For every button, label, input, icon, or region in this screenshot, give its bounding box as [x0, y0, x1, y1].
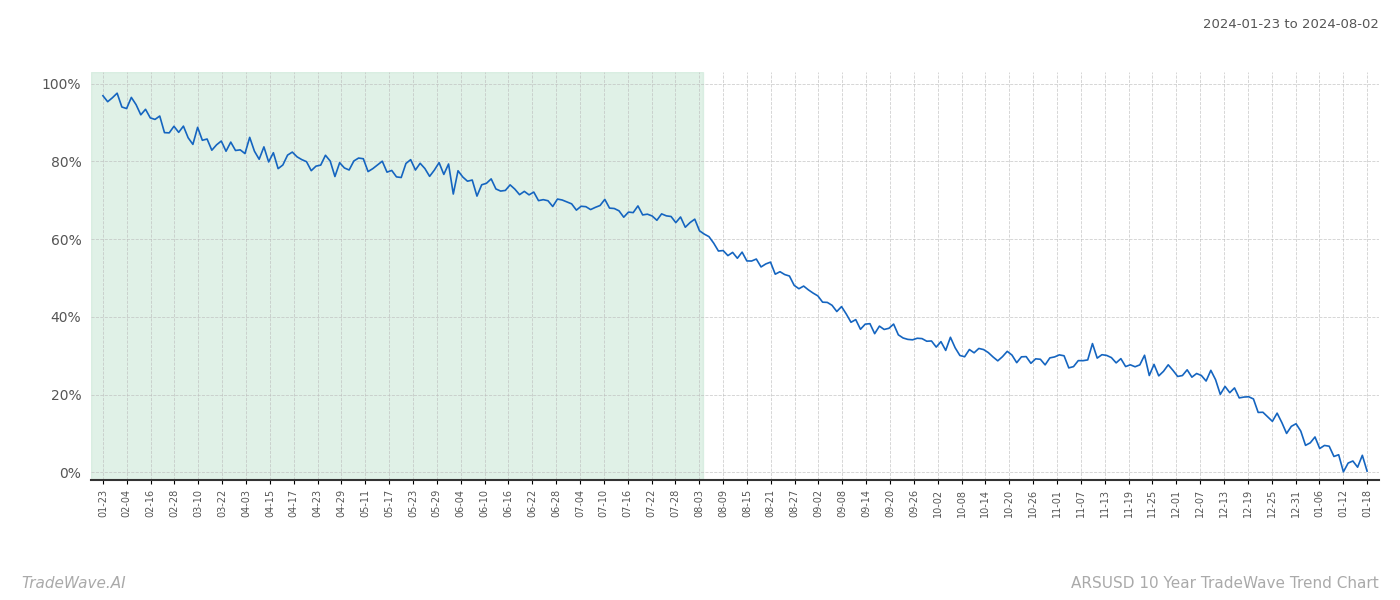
Text: ARSUSD 10 Year TradeWave Trend Chart: ARSUSD 10 Year TradeWave Trend Chart	[1071, 576, 1379, 591]
Bar	[91, 72, 703, 480]
Text: TradeWave.AI: TradeWave.AI	[21, 576, 126, 591]
Text: 2024-01-23 to 2024-08-02: 2024-01-23 to 2024-08-02	[1203, 18, 1379, 31]
